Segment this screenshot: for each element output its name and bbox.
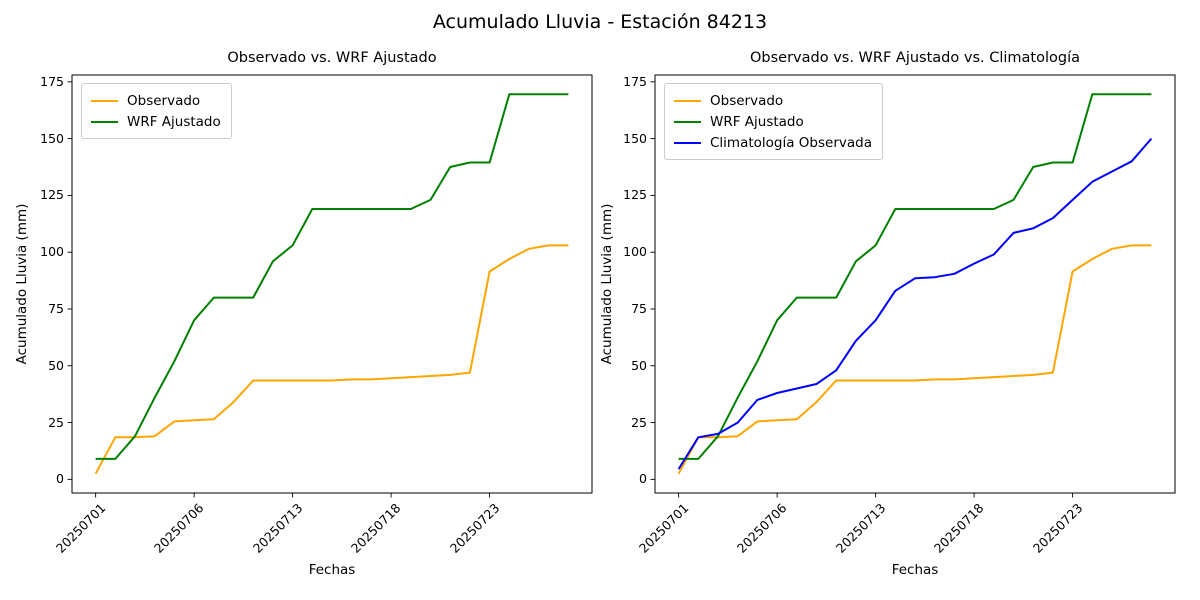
line-observado [677, 244, 1152, 475]
legend-label: Climatología Observada [710, 134, 872, 151]
legend-item: Observado [674, 90, 872, 111]
legend-label: WRF Ajustado [710, 113, 804, 130]
y-tick-label: 0 [56, 471, 64, 487]
x-tick-label: 20250713 [832, 500, 889, 556]
legend-item: Climatología Observada [674, 132, 872, 153]
legend-label: Observado [710, 92, 784, 109]
y-tick-label: 100 [623, 244, 647, 260]
y-tick-label: 25 [48, 414, 64, 430]
legend-line-swatch [91, 120, 118, 123]
y-tick-label: 50 [48, 357, 64, 373]
y-axis-label-right: Acumulado Lluvia (mm) [599, 203, 615, 365]
legend-left: Observado WRF Ajustado [81, 83, 232, 139]
x-tick-label: 20250723 [1029, 500, 1086, 556]
line-wrf-ajustado [95, 93, 569, 460]
legend-line-swatch [674, 120, 701, 123]
legend-right: Observado WRF Ajustado Climatología Observ… [664, 83, 883, 160]
y-tick-label: 175 [40, 73, 64, 89]
x-tick-label: 20250718 [931, 500, 987, 556]
y-tick-label: 100 [40, 244, 64, 260]
legend-item: WRF Ajustado [674, 111, 872, 132]
legend-item: Observado [91, 90, 221, 111]
x-tick-label: 20250723 [446, 500, 503, 556]
figure-title: Acumulado Lluvia - Estación 84213 [432, 11, 768, 33]
x-tick-label: 20250713 [249, 500, 306, 556]
y-tick-label: 75 [48, 300, 64, 316]
x-tick-label: 20250706 [734, 500, 791, 556]
y-tick-label: 125 [40, 187, 64, 203]
legend-line-swatch [91, 99, 118, 102]
axes-title-left: Observado vs. WRF Ajustado [227, 50, 437, 66]
legend-label: WRF Ajustado [127, 113, 221, 130]
y-axis-label-left: Acumulado Lluvia (mm) [14, 203, 30, 365]
line-climatolog-a-observada [677, 137, 1153, 470]
y-tick-label: 25 [631, 414, 647, 430]
axes-title-right: Observado vs. WRF Ajustado vs. Climatolo… [750, 50, 1080, 66]
y-tick-label: 175 [623, 73, 647, 89]
y-tick-label: 50 [631, 357, 647, 373]
y-tick-label: 150 [623, 130, 647, 146]
x-axis-label-left: Fechas [308, 562, 356, 578]
x-tick-label: 20250706 [151, 500, 208, 556]
legend-item: WRF Ajustado [91, 111, 221, 132]
x-tick-label: 20250701 [52, 500, 109, 556]
y-tick-label: 0 [639, 471, 647, 487]
x-tick-label: 20250701 [635, 500, 692, 556]
legend-line-swatch [674, 99, 701, 102]
x-axis-label-right: Fechas [891, 562, 939, 578]
y-tick-label: 150 [40, 130, 64, 146]
line-observado [94, 244, 569, 475]
legend-line-swatch [674, 141, 701, 144]
legend-label: Observado [127, 92, 201, 109]
y-tick-label: 75 [631, 300, 647, 316]
y-tick-label: 125 [623, 187, 647, 203]
x-tick-label: 20250718 [348, 500, 404, 556]
